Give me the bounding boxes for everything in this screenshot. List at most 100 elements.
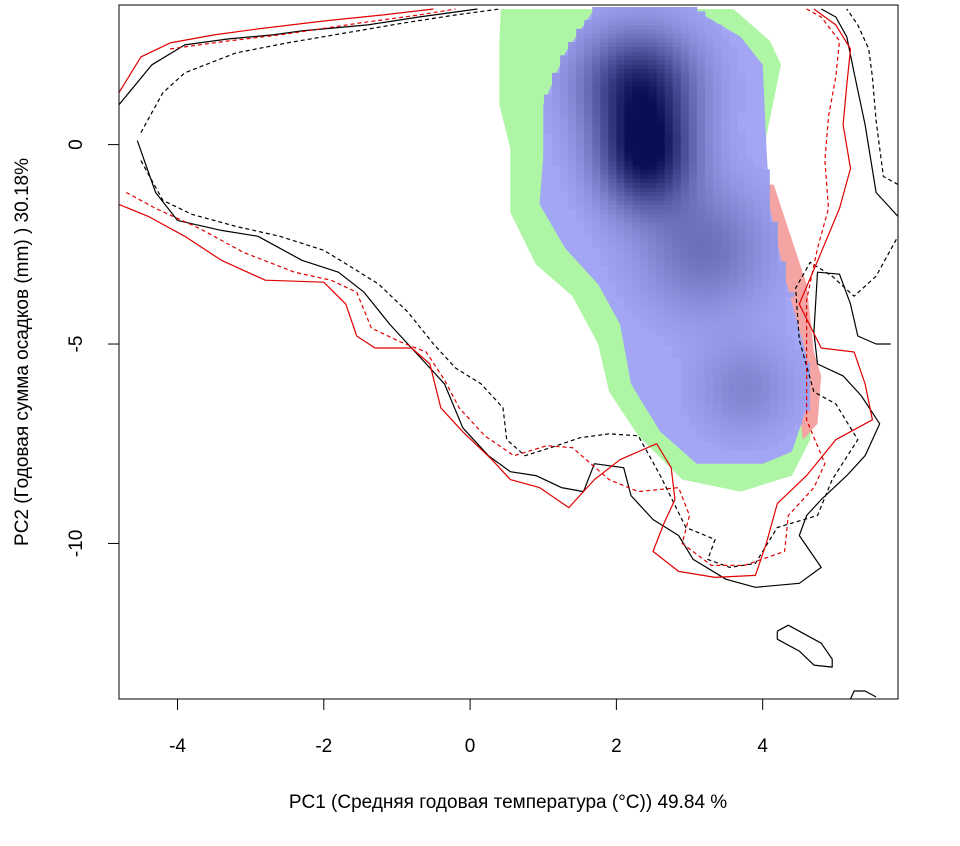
density-cell [769, 230, 778, 236]
density-cell [672, 235, 682, 241]
density-cell [672, 81, 682, 87]
density-cell [729, 393, 738, 399]
density-cell [560, 103, 569, 109]
density-cell [624, 37, 633, 43]
density-cell [624, 164, 633, 170]
density-cell [624, 208, 633, 214]
density-cell [721, 428, 730, 434]
density-cell [696, 235, 706, 241]
density-cell [721, 318, 730, 324]
density-cell [664, 64, 674, 69]
density-cell [632, 217, 642, 223]
density-cell [712, 239, 722, 245]
density-cell [696, 226, 706, 232]
density-cell [769, 235, 778, 241]
density-cell [576, 55, 585, 61]
density-cell [712, 336, 722, 341]
density-cell [656, 64, 666, 69]
density-cell [648, 222, 658, 227]
density-cell [729, 147, 738, 153]
density-cell [745, 327, 754, 333]
density-cell [552, 81, 561, 87]
density-cell [624, 147, 633, 153]
density-cell [640, 55, 650, 61]
density-cell [560, 72, 569, 78]
density-cell [656, 33, 666, 39]
density-cell [696, 143, 706, 148]
density-cell [584, 46, 593, 52]
density-cell [712, 349, 722, 355]
contour-line-9 [119, 8, 434, 94]
y-tick-label: -10 [66, 530, 87, 557]
density-cell [761, 340, 770, 346]
density-cell [729, 64, 738, 69]
density-cell [721, 116, 730, 122]
density-cell [608, 72, 617, 78]
density-cell [753, 173, 762, 179]
density-cell [721, 129, 730, 135]
density-cell [753, 401, 762, 407]
density-cell [761, 217, 770, 223]
density-cell [729, 103, 738, 109]
density-cell [721, 322, 730, 328]
density-cell [761, 204, 770, 210]
density-cell [753, 195, 762, 201]
density-cell [640, 230, 650, 236]
density-cell [680, 15, 690, 21]
density-cell [616, 151, 625, 157]
density-cell [560, 178, 569, 184]
density-cell [761, 248, 770, 254]
density-cell [680, 173, 690, 179]
density-cell [688, 406, 698, 412]
density-cell [656, 195, 666, 201]
density-cell [592, 81, 601, 87]
density-cell [608, 257, 617, 263]
density-cell [680, 384, 690, 390]
density-cell [704, 336, 714, 341]
density-cell [584, 204, 593, 210]
density-cell [721, 213, 730, 219]
density-cell [704, 68, 714, 74]
density-cell [648, 134, 658, 140]
density-cell [616, 50, 625, 56]
density-cell [712, 94, 722, 100]
density-cell [648, 248, 658, 254]
density-cell [704, 42, 714, 48]
density-cell [761, 375, 770, 381]
density-cell [696, 415, 706, 420]
density-cell [753, 274, 762, 280]
density-cell [640, 138, 650, 144]
density-cell [704, 173, 714, 179]
density-cell [721, 208, 730, 214]
density-cell [672, 7, 682, 12]
density-cell [712, 257, 722, 263]
density-cell [632, 125, 642, 131]
density-cell [608, 186, 617, 192]
density-cell [712, 191, 722, 197]
density-cell [672, 344, 682, 350]
density-cell [664, 15, 674, 21]
density-cell [769, 336, 778, 341]
density-cell [704, 279, 714, 284]
density-cell [600, 46, 609, 52]
density-cell [769, 401, 778, 407]
density-cell [592, 195, 601, 201]
density-cell [721, 279, 730, 284]
density-cell [600, 230, 609, 236]
density-cell [648, 164, 658, 170]
density-cell [704, 379, 714, 385]
density-cell [680, 11, 690, 17]
density-cell [721, 235, 730, 241]
density-cell [753, 213, 762, 219]
density-cell [704, 90, 714, 96]
density-cell [753, 296, 762, 302]
density-cell [753, 222, 762, 227]
density-cell [721, 270, 730, 276]
density-cell [793, 415, 802, 420]
density-cell [696, 33, 706, 39]
density-cell [761, 178, 770, 184]
density-cell [729, 397, 738, 403]
density-cell [616, 107, 625, 113]
density-cell [680, 72, 690, 78]
density-cell [729, 138, 738, 144]
